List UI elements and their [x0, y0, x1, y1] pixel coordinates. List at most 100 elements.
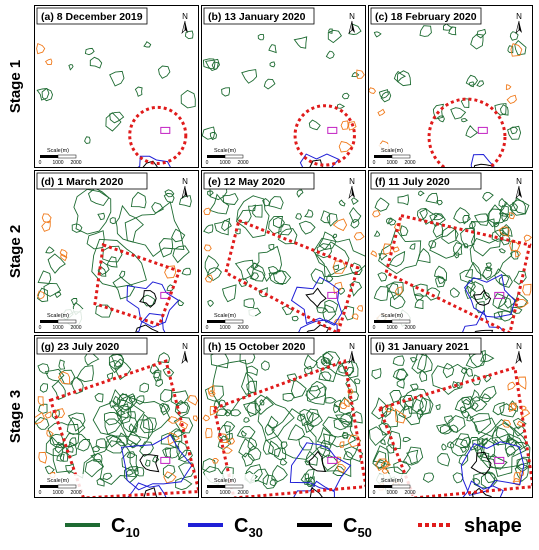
- c10-contour: [473, 417, 497, 437]
- c10-contour: [476, 80, 485, 88]
- c10-contour: [43, 282, 62, 297]
- c10-contour: [298, 220, 316, 235]
- c30-contour: [461, 309, 506, 333]
- c10-contour: [115, 204, 144, 243]
- orange-contour: [41, 220, 51, 232]
- c10-contour: [386, 444, 395, 454]
- c10-contour: [94, 393, 104, 403]
- orange-contour: [394, 286, 403, 296]
- c10-contour: [130, 191, 147, 209]
- c10-contour: [328, 28, 333, 34]
- c10-contour: [204, 385, 224, 402]
- c10-contour: [54, 291, 62, 299]
- c10-contour: [37, 403, 48, 414]
- c10-contour: [90, 440, 138, 485]
- scale-bar: Scale(m) 0 1000 2000: [38, 144, 88, 166]
- c10-contour: [221, 219, 232, 232]
- c10-contour: [402, 436, 412, 443]
- c10-contour: [406, 449, 419, 465]
- c10-contour: [402, 405, 413, 420]
- scale-bar: Scale(m) 0 1000 2000: [38, 309, 88, 331]
- c10-contour: [222, 192, 239, 205]
- site-marker: [160, 126, 171, 134]
- c30-contour: [461, 480, 504, 498]
- c10-contour: [304, 460, 311, 466]
- panel-d: (d) 1 March 2020 N Scale(m) 0 1000 2000: [34, 170, 199, 333]
- scale-bar: Scale(m) 0 1000 2000: [205, 144, 255, 166]
- c10-contour: [485, 262, 492, 269]
- c10-contour: [109, 70, 125, 87]
- c10-contour: [106, 256, 118, 268]
- c30-contour: [470, 153, 495, 168]
- c50-contour: [309, 487, 325, 498]
- orange-contour: [384, 405, 394, 413]
- svg-text:N: N: [516, 177, 522, 186]
- c10-contour: [452, 472, 464, 484]
- orange-contour: [54, 408, 66, 418]
- panel-title-box: [370, 337, 482, 355]
- c10-contour: [142, 294, 156, 307]
- orange-contour: [516, 420, 526, 428]
- orange-contour: [38, 451, 48, 464]
- c10-contour: [512, 417, 527, 430]
- c10-contour: [418, 190, 425, 197]
- orange-contour: [505, 84, 512, 91]
- c10-contour: [514, 442, 529, 451]
- panel-frame: [368, 170, 533, 333]
- panel-e: (e) 12 May 2020 N Scale(m) 0 1000 2000: [201, 170, 366, 333]
- c10-contour: [462, 243, 469, 249]
- c10-contour: [306, 385, 327, 405]
- c10-contour: [443, 415, 454, 425]
- c10-contour: [497, 310, 515, 322]
- c10-contour: [466, 413, 475, 422]
- c10-contour: [504, 434, 523, 458]
- orange-contour: [178, 420, 189, 430]
- scale-tick: 1000: [219, 490, 230, 496]
- c10-contour: [126, 469, 134, 476]
- c10-contour: [399, 395, 414, 411]
- c10-contour: [281, 305, 294, 316]
- c10-contour: [442, 23, 453, 31]
- c50-contour: [473, 289, 492, 306]
- c50-contour: [139, 454, 160, 473]
- c10-contour: [380, 91, 392, 103]
- orange-contour: [37, 396, 44, 407]
- orange-contour: [356, 305, 364, 312]
- c10-contour: [87, 187, 110, 207]
- c50-contour: [305, 287, 327, 308]
- c10-contour: [316, 445, 331, 459]
- c10-contour: [514, 39, 527, 56]
- c10-contour: [412, 283, 428, 297]
- c10-contour: [268, 44, 277, 54]
- c10-contour: [295, 213, 302, 220]
- c10-contour: [510, 126, 518, 135]
- c10-contour: [500, 104, 509, 116]
- north-arrow-icon: N: [515, 12, 522, 34]
- c10-contour: [325, 50, 335, 59]
- orange-contour: [36, 42, 46, 55]
- c10-contour: [468, 437, 481, 451]
- panel-title: (h) 15 October 2020: [208, 341, 306, 353]
- c30-contour: [120, 434, 193, 491]
- site-marker: [494, 456, 505, 464]
- c10-contour: [108, 360, 123, 374]
- orange-contour: [60, 253, 68, 262]
- scale-tick: 1000: [386, 325, 397, 331]
- panel-frame: [201, 335, 366, 498]
- orange-contour: [523, 234, 532, 243]
- map-contours: [202, 347, 366, 498]
- c10-contour: [238, 438, 257, 458]
- c10-contour: [118, 270, 126, 279]
- c10-contour: [181, 267, 192, 276]
- c10-contour: [439, 424, 454, 435]
- c10-contour: [296, 189, 304, 198]
- c10-contour: [349, 206, 362, 224]
- c10-contour: [316, 426, 337, 446]
- svg-text:N: N: [516, 12, 522, 21]
- c10-contour: [214, 217, 231, 236]
- scale-tick: 2000: [237, 490, 248, 496]
- c10-contour: [348, 391, 359, 403]
- c30-contour: [136, 155, 172, 168]
- c10-contour: [351, 197, 359, 205]
- orange-contour: [203, 207, 211, 216]
